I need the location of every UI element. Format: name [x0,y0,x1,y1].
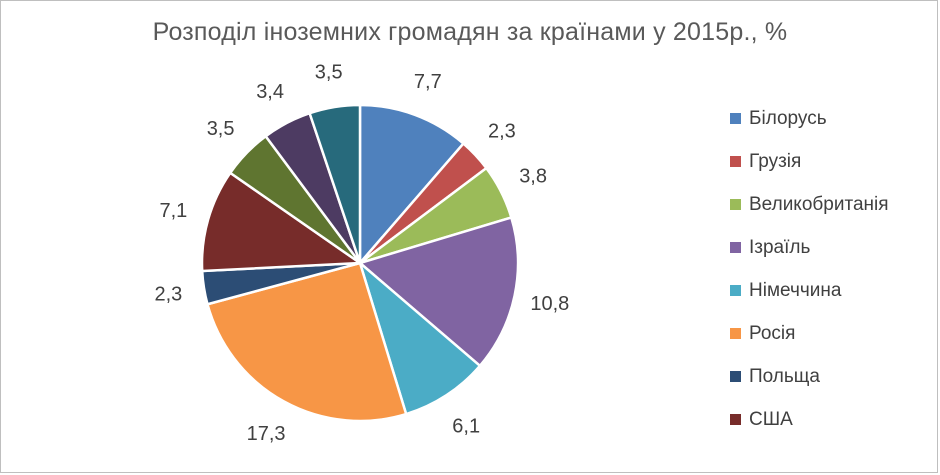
data-label-11: 3,5 [315,62,343,84]
data-label-6: 17,3 [247,423,286,445]
pie-slice-8 [200,171,362,273]
legend-label: Польща [749,365,820,387]
legend-item: Великобританія [730,183,889,226]
legend-swatch [730,371,741,382]
legend-swatch [730,414,741,425]
legend-swatch [730,328,741,339]
legend-swatch [730,156,741,167]
data-label-8: 7,1 [159,200,187,222]
data-label-9: 3,5 [207,118,235,140]
data-label-7: 2,3 [154,283,182,305]
legend-label: Білорусь [749,107,827,129]
chart-title: Розподіл іноземних громадян за країнами … [152,18,788,46]
data-label-10: 3,4 [256,81,284,103]
legend-item: Ізраїль [730,226,889,269]
pie-slice-4 [358,216,520,368]
legend-swatch [730,199,741,210]
legend-label: Росія [749,322,796,344]
legend-label: США [749,408,793,430]
data-label-3: 3,8 [519,166,547,188]
legend-item: Росія [730,312,889,355]
legend-item: Польща [730,355,889,398]
legend-label: Грузія [749,150,802,172]
legend-swatch [730,285,741,296]
data-label-1: 7,7 [414,71,442,93]
legend-label: Ізраїль [749,236,811,258]
legend-item: Німеччина [730,269,889,312]
legend-item: Білорусь [730,97,889,140]
legend: Білорусь Грузія Великобританія Ізраїль Німеч… [730,97,889,441]
pie-slice-5 [358,261,482,416]
pie-slice-1 [358,103,465,265]
legend-item: Грузія [730,140,889,183]
legend-label: Великобританія [749,193,889,215]
data-label-5: 6,1 [452,415,480,437]
pie-slice-11 [308,103,362,265]
legend-label: Німеччина [749,279,842,301]
legend-swatch [730,113,741,124]
data-label-2: 2,3 [488,121,516,143]
legend-item: США [730,398,889,441]
pie-slice-6 [206,261,408,423]
data-label-4: 10,8 [530,293,569,315]
legend-swatch [730,242,741,253]
